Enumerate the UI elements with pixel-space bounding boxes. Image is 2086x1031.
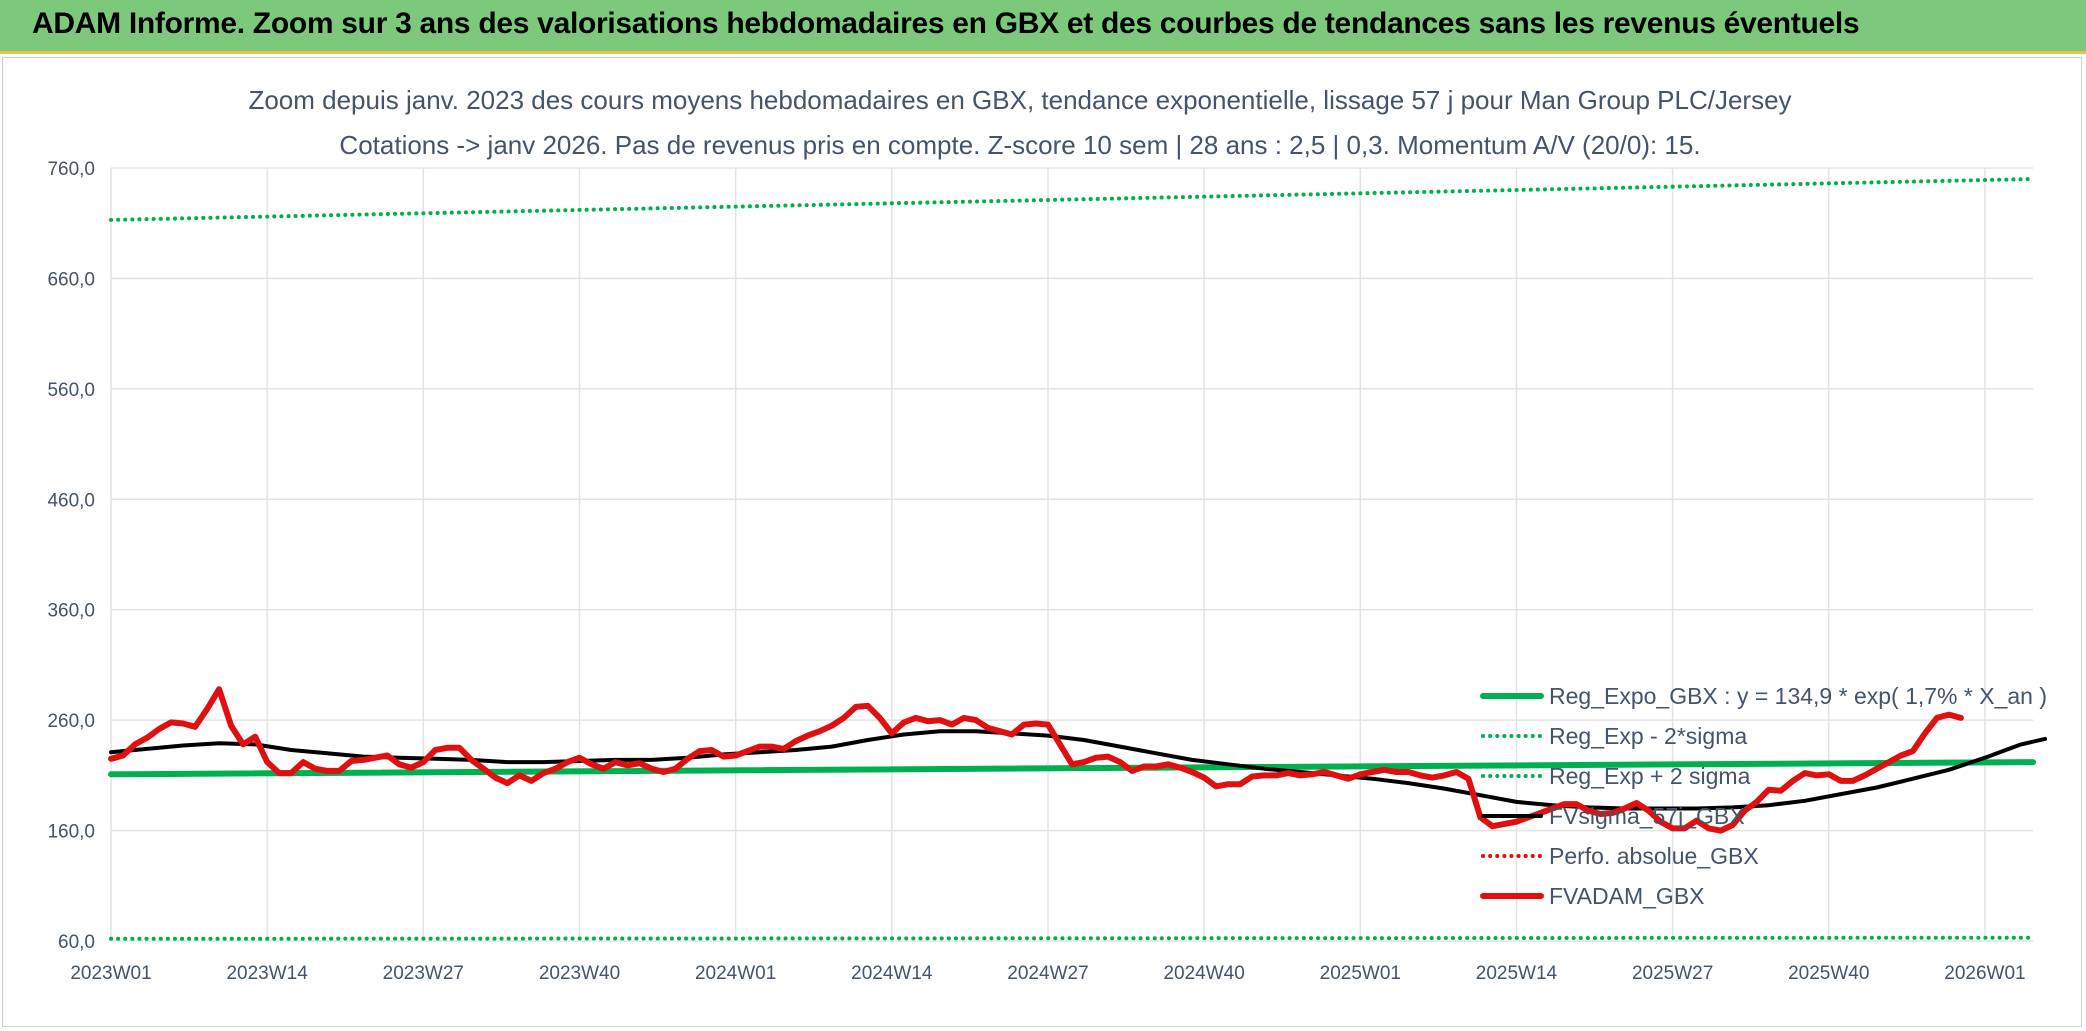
legend-label: FVADAM_GBX [1549,883,1705,909]
x-tick-label: 2024W27 [1007,963,1088,984]
legend-label: Perfo. absolue_GBX [1549,843,1759,869]
legend-label: Reg_Exp + 2 sigma [1549,763,1751,789]
line-chart: Zoom depuis janv. 2023 des cours moyens … [47,85,2047,984]
lower-band-line [109,935,2035,941]
x-tick-label: 2025W01 [1320,963,1401,984]
y-tick-label: 360,0 [47,601,95,622]
x-tick-label: 2025W14 [1476,963,1558,984]
y-tick-label: 160,0 [47,822,95,843]
y-tick-label: 260,0 [47,711,95,732]
legend-label: Reg_Exp - 2*sigma [1549,723,1747,749]
x-tick-label: 2025W27 [1632,963,1713,984]
upper-band-line [109,177,2035,222]
report-title: ADAM Informe. Zoom sur 3 ans des valoris… [32,7,1860,40]
x-axis-ticks: 2023W01 2023W14 2023W27 2023W40 2024W01 2024W… [70,963,2025,984]
y-tick-label: 760,0 [47,159,95,180]
legend-label: FVsigma_57j_GBX [1549,803,1745,829]
grid-lines [110,167,2033,942]
fvadam-line [108,686,1964,834]
x-tick-label: 2023W27 [383,963,464,984]
legend-label: Reg_Expo_GBX : y = 134,9 * exp( 1,7% * X… [1549,683,2047,709]
fvsigma-line [109,729,2047,811]
chart-subtitle-line-2: Cotations -> janv 2026. Pas de revenus p… [339,130,1700,160]
x-tick-label: 2023W40 [539,963,620,984]
trend-line [108,759,2036,778]
y-tick-label: 60,0 [58,932,95,953]
y-tick-label: 560,0 [47,380,95,401]
report-banner: ADAM Informe. Zoom sur 3 ans des valoris… [0,0,2086,54]
x-tick-label: 2024W40 [1163,963,1244,984]
x-tick-label: 2023W01 [70,963,151,984]
y-tick-label: 660,0 [47,269,95,290]
x-tick-label: 2024W01 [695,963,776,984]
x-tick-label: 2023W14 [226,963,308,984]
y-tick-label: 460,0 [47,490,95,511]
x-tick-label: 2026W01 [1944,963,2025,984]
legend: Reg_Expo_GBX : y = 134,9 * exp( 1,7% * X… [1480,683,2047,909]
y-axis-ticks: 760,0 660,0 560,0 460,0 360,0 260,0 160,0 60,0 [47,159,95,953]
chart-frame: Zoom depuis janv. 2023 des cours moyens … [2,57,2082,1027]
series-lines [108,177,2047,941]
x-tick-label: 2024W14 [851,963,933,984]
chart-subtitle-line-1: Zoom depuis janv. 2023 des cours moyens … [248,85,1791,115]
x-tick-label: 2025W40 [1788,963,1869,984]
